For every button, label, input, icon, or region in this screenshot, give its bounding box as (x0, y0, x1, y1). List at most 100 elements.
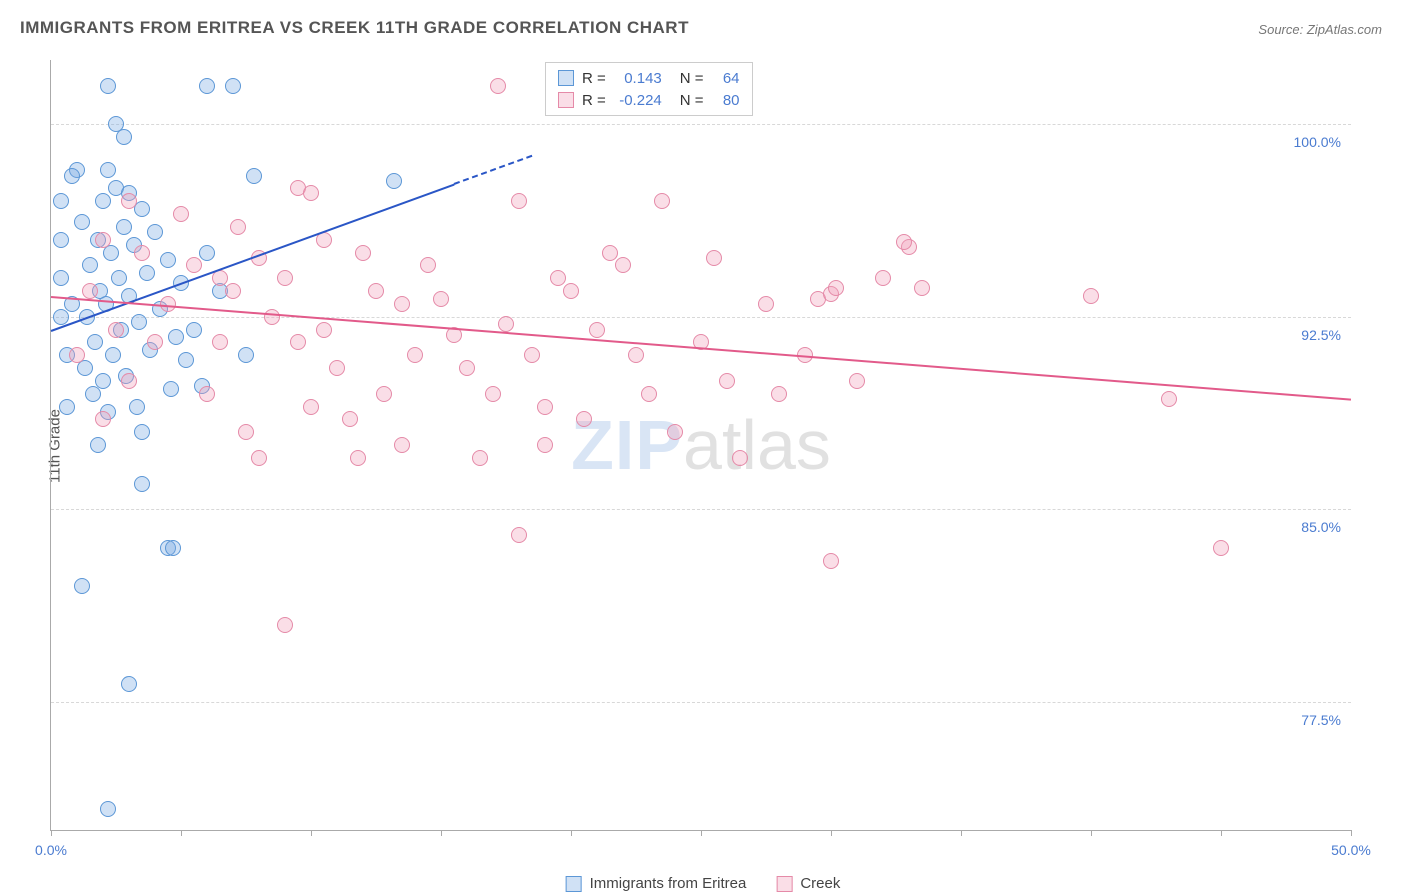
scatter-point (246, 168, 262, 184)
source-value: ZipAtlas.com (1307, 22, 1382, 37)
scatter-point (615, 257, 631, 273)
scatter-point (165, 540, 181, 556)
scatter-point (511, 527, 527, 543)
scatter-point (108, 322, 124, 338)
x-tick (1351, 830, 1352, 836)
scatter-point (277, 617, 293, 633)
r-label: R = (582, 70, 606, 87)
scatter-point (160, 252, 176, 268)
scatter-point (134, 245, 150, 261)
scatter-point (407, 347, 423, 363)
legend-label-eritrea: Immigrants from Eritrea (590, 875, 747, 892)
r-value: -0.224 (614, 92, 662, 109)
legend-swatch (558, 92, 574, 108)
scatter-point (602, 245, 618, 261)
x-tick-label: 0.0% (35, 842, 67, 858)
scatter-point (168, 329, 184, 345)
scatter-point (186, 322, 202, 338)
correlation-legend: R =0.143N =64R =-0.224N =80 (545, 62, 753, 116)
scatter-point (667, 424, 683, 440)
scatter-point (277, 270, 293, 286)
scatter-point (896, 234, 912, 250)
scatter-point (875, 270, 891, 286)
x-tick (571, 830, 572, 836)
scatter-point (100, 162, 116, 178)
scatter-point (147, 224, 163, 240)
trendline-dashed (454, 155, 533, 185)
scatter-point (87, 334, 103, 350)
n-label: N = (680, 92, 704, 109)
legend-item-creek: Creek (776, 875, 840, 892)
scatter-point (329, 360, 345, 376)
scatter-point (498, 316, 514, 332)
scatter-point (719, 373, 735, 389)
scatter-point (105, 347, 121, 363)
n-value: 80 (712, 92, 740, 109)
x-tick (961, 830, 962, 836)
scatter-point (914, 280, 930, 296)
scatter-point (82, 257, 98, 273)
scatter-point (53, 193, 69, 209)
y-tick-label: 77.5% (1301, 712, 1341, 728)
source-label: Source: (1258, 22, 1303, 37)
scatter-point (1213, 540, 1229, 556)
scatter-point (420, 257, 436, 273)
gridline (51, 124, 1351, 125)
n-value: 64 (712, 70, 740, 87)
legend-label-creek: Creek (800, 875, 840, 892)
scatter-point (628, 347, 644, 363)
scatter-point (129, 399, 145, 415)
scatter-point (230, 219, 246, 235)
x-tick (1091, 830, 1092, 836)
scatter-point (116, 219, 132, 235)
scatter-point (342, 411, 358, 427)
scatter-point (758, 296, 774, 312)
scatter-point (350, 450, 366, 466)
scatter-point (134, 424, 150, 440)
bottom-legend: Immigrants from Eritrea Creek (566, 875, 841, 892)
scatter-point (537, 399, 553, 415)
scatter-point (186, 257, 202, 273)
scatter-point (69, 347, 85, 363)
scatter-point (490, 78, 506, 94)
scatter-point (849, 373, 865, 389)
scatter-point (121, 676, 137, 692)
scatter-point (147, 334, 163, 350)
scatter-point (85, 386, 101, 402)
scatter-point (111, 270, 127, 286)
scatter-point (563, 283, 579, 299)
scatter-point (199, 386, 215, 402)
scatter-point (550, 270, 566, 286)
y-tick-label: 92.5% (1301, 327, 1341, 343)
scatter-point (121, 193, 137, 209)
scatter-point (654, 193, 670, 209)
scatter-point (74, 578, 90, 594)
scatter-point (134, 476, 150, 492)
x-tick-label: 50.0% (1331, 842, 1371, 858)
x-tick (831, 830, 832, 836)
scatter-point (1161, 391, 1177, 407)
scatter-point (121, 373, 137, 389)
scatter-point (100, 801, 116, 817)
scatter-point (251, 450, 267, 466)
scatter-point (59, 399, 75, 415)
scatter-point (238, 347, 254, 363)
gridline (51, 702, 1351, 703)
scatter-point (95, 232, 111, 248)
scatter-point (100, 78, 116, 94)
scatter-point (472, 450, 488, 466)
scatter-point (823, 553, 839, 569)
scatter-point (178, 352, 194, 368)
scatter-point (64, 168, 80, 184)
scatter-point (771, 386, 787, 402)
scatter-point (376, 386, 392, 402)
scatter-point (173, 206, 189, 222)
x-tick (51, 830, 52, 836)
y-tick-label: 100.0% (1294, 134, 1341, 150)
plot-area: ZIPatlas 77.5%85.0%92.5%100.0%0.0%50.0%R… (50, 60, 1351, 831)
legend-swatch-creek (776, 876, 792, 892)
scatter-point (355, 245, 371, 261)
x-tick (181, 830, 182, 836)
scatter-point (74, 214, 90, 230)
scatter-point (386, 173, 402, 189)
